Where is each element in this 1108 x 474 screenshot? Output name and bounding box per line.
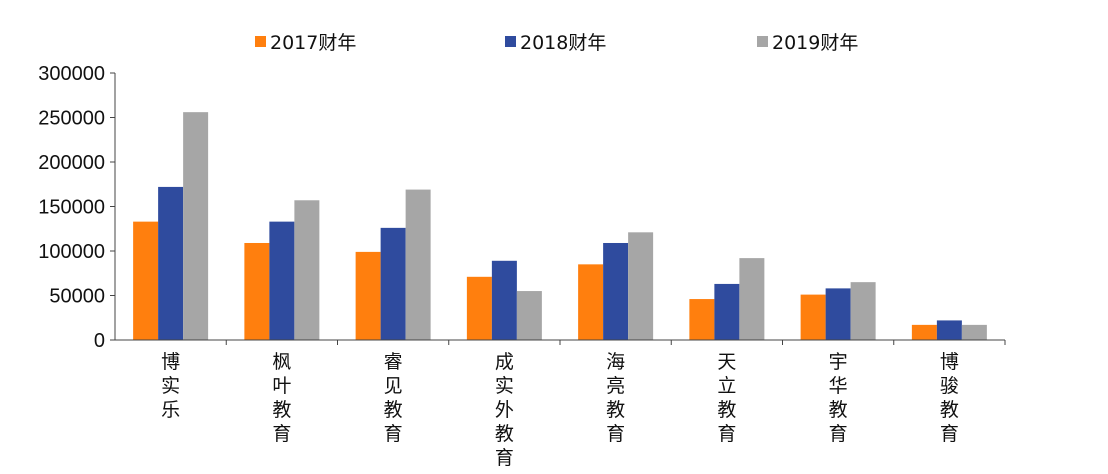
bars [133, 112, 987, 340]
y-tick-label: 100000 [38, 241, 105, 263]
legend-swatch [757, 36, 768, 47]
category-label: 天立教育 [717, 351, 736, 445]
bar [628, 232, 654, 340]
category-label: 成实外教育 [495, 351, 514, 469]
bar [133, 221, 159, 340]
category-label: 博实乐 [161, 351, 180, 421]
bar [689, 299, 715, 340]
category-label: 宇华教育 [829, 351, 848, 445]
bar [380, 227, 406, 340]
legend-swatch [255, 36, 266, 47]
bar [911, 324, 937, 340]
bar [603, 242, 629, 340]
y-tick-labels: 0 50000 100000 150000 200000 250000 300000 [38, 63, 105, 352]
g-logo-icon [974, 421, 1006, 453]
bar [936, 320, 962, 340]
bar [961, 324, 987, 340]
bar [466, 276, 492, 340]
legend-label: 2017财年 [270, 32, 356, 54]
legend-label: 2018财年 [520, 32, 606, 54]
bar [714, 283, 740, 340]
category-labels: 博实乐 枫叶教育 睿见教育 成实外教育 海亮教育 天立教育 宇华教育 博骏教育 [161, 340, 1006, 469]
bar [183, 112, 209, 340]
category-label: 博骏教育 [940, 351, 959, 445]
bar [850, 282, 876, 340]
bar [269, 221, 295, 340]
watermark: 格隆汇 [974, 421, 1084, 453]
legend-label: 2019财年 [772, 32, 858, 54]
bar [491, 260, 517, 340]
category-label: 海亮教育 [606, 351, 625, 445]
y-tick-label: 50000 [49, 286, 105, 308]
bar [578, 264, 604, 340]
legend-swatch [505, 36, 516, 47]
legend: 2017财年 2018财年 2019财年 [255, 32, 858, 54]
y-tick-label: 0 [94, 330, 105, 352]
y-tick-label: 300000 [38, 63, 105, 85]
category-label: 睿见教育 [384, 351, 403, 445]
bar [355, 251, 381, 340]
bar [825, 288, 851, 340]
y-tick-label: 200000 [38, 152, 105, 174]
y-axis [110, 72, 116, 341]
bar [739, 258, 765, 340]
bar [294, 200, 320, 340]
watermark-text: 格隆汇 [1012, 424, 1084, 452]
bar [405, 189, 431, 340]
bar [800, 294, 826, 340]
bar [158, 186, 184, 340]
bar [516, 291, 542, 340]
category-label: 枫叶教育 [272, 351, 291, 445]
y-tick-label: 150000 [38, 197, 105, 219]
y-tick-label: 250000 [38, 108, 105, 130]
bar [244, 242, 270, 340]
